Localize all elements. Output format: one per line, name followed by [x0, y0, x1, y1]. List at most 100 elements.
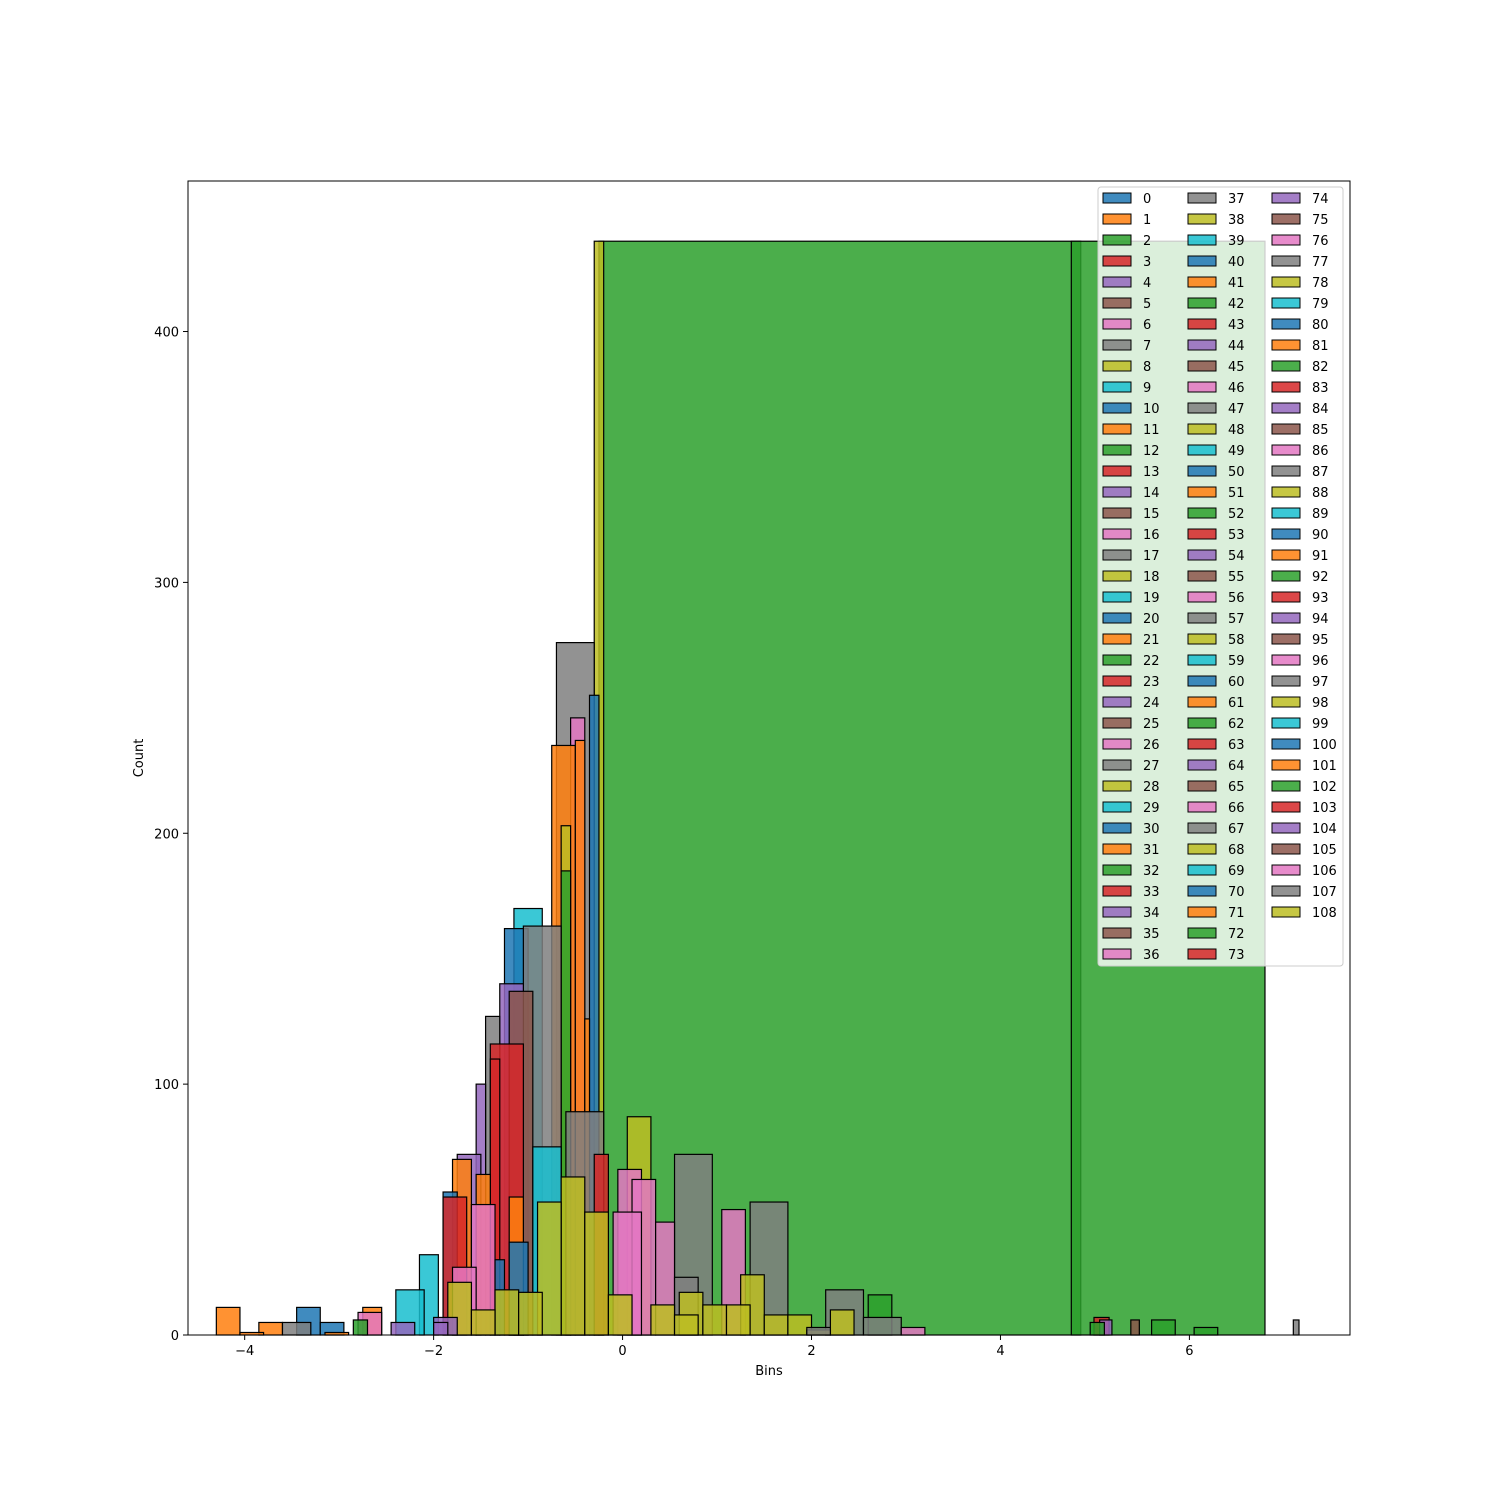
legend-swatch: [1187, 234, 1217, 246]
legend-swatch: [1187, 423, 1217, 435]
legend-entry-label: 94: [1312, 612, 1329, 627]
legend-swatch: [1187, 318, 1217, 330]
axes-frame: [187, 180, 1351, 1336]
legend-entry-label: 75: [1312, 213, 1329, 228]
legend-entry-label: 17: [1143, 549, 1160, 564]
legend-swatch: [1102, 759, 1132, 771]
legend-entry-label: 7: [1143, 339, 1151, 354]
legend-swatch: [1102, 318, 1132, 330]
legend-swatch: [1102, 885, 1132, 897]
legend-swatch: [1271, 465, 1301, 477]
legend-entry-label: 53: [1228, 528, 1245, 543]
legend-entry-label: 31: [1143, 843, 1160, 858]
legend-swatch: [1187, 885, 1217, 897]
legend-swatch: [1102, 906, 1132, 918]
legend-entry-label: 5: [1143, 297, 1151, 312]
legend-entry-label: 74: [1312, 192, 1329, 207]
legend-entry-label: 93: [1312, 591, 1329, 606]
histogram-bar-series-2: [1151, 1319, 1176, 1336]
legend-swatch: [1102, 192, 1132, 204]
x-tick-label: −4: [235, 1344, 254, 1359]
legend-swatch: [1102, 549, 1132, 561]
legend-entry-label: 48: [1228, 423, 1245, 438]
legend-entry-label: 63: [1228, 738, 1245, 753]
legend-entry-label: 69: [1228, 864, 1245, 879]
legend-entry-label: 55: [1228, 570, 1245, 585]
legend-swatch: [1271, 234, 1301, 246]
legend-entry-label: 64: [1228, 759, 1245, 774]
x-tick-label: 0: [618, 1344, 626, 1359]
legend-swatch: [1102, 381, 1132, 393]
legend-entry-label: 25: [1143, 717, 1160, 732]
histogram-bar-series-8: [518, 1291, 543, 1336]
legend-entry-label: 36: [1143, 948, 1160, 963]
legend-swatch: [1187, 927, 1217, 939]
legend-swatch: [1102, 444, 1132, 456]
legend-swatch: [1187, 444, 1217, 456]
legend-entry-label: 99: [1312, 717, 1329, 732]
legend-swatch: [1271, 507, 1301, 519]
x-tick-label: 2: [807, 1344, 815, 1359]
legend-entry-label: 57: [1228, 612, 1245, 627]
legend-entry-label: 47: [1228, 402, 1245, 417]
histogram-bar-series-8: [763, 1314, 789, 1336]
legend-swatch: [1187, 213, 1217, 225]
legend-swatch: [1187, 738, 1217, 750]
histogram-bar-series-8: [607, 1294, 633, 1336]
legend-entry-label: 19: [1143, 591, 1160, 606]
histogram-bar-series-8: [702, 1304, 728, 1336]
legend-swatch: [1187, 255, 1217, 267]
legend-entry-label: 26: [1143, 738, 1160, 753]
legend-swatch: [1187, 843, 1217, 855]
legend-entry-label: 62: [1228, 717, 1245, 732]
legend-swatch: [1102, 213, 1132, 225]
histogram-bar-series-7: [806, 1326, 832, 1336]
legend-swatch: [1271, 843, 1301, 855]
legend-entry-label: 95: [1312, 633, 1329, 648]
legend-entry-label: 28: [1143, 780, 1160, 795]
legend-entry-label: 8: [1143, 360, 1151, 375]
legend-entry-label: 9: [1143, 381, 1151, 396]
legend-entry-label: 24: [1143, 696, 1160, 711]
legend-swatch: [1271, 654, 1301, 666]
legend-entry-label: 35: [1143, 927, 1160, 942]
legend-swatch: [1187, 612, 1217, 624]
legend-entry-label: 38: [1228, 213, 1245, 228]
legend-swatch: [1102, 423, 1132, 435]
histogram-bar-series-8: [650, 1304, 676, 1336]
legend-swatch: [1271, 906, 1301, 918]
legend-entry-label: 42: [1228, 297, 1245, 312]
legend-swatch: [1102, 297, 1132, 309]
legend-entry-label: 56: [1228, 591, 1245, 606]
legend-entry-label: 46: [1228, 381, 1245, 396]
y-tick-label: 200: [154, 827, 179, 842]
legend-swatch: [1102, 465, 1132, 477]
legend-swatch: [1271, 255, 1301, 267]
legend-entry-label: 27: [1143, 759, 1160, 774]
legend-swatch: [1102, 234, 1132, 246]
legend-entry-label: 40: [1228, 255, 1245, 270]
legend-entry-label: 85: [1312, 423, 1329, 438]
legend-entry-label: 82: [1312, 360, 1329, 375]
legend-entry-label: 65: [1228, 780, 1245, 795]
bars-layer: [215, 240, 1300, 1336]
legend-entry-label: 92: [1312, 570, 1329, 585]
legend-swatch: [1271, 297, 1301, 309]
legend-swatch: [1187, 381, 1217, 393]
legend-swatch: [1102, 339, 1132, 351]
legend-box: [1097, 186, 1344, 967]
legend-entry-label: 18: [1143, 570, 1160, 585]
legend-swatch: [1271, 717, 1301, 729]
histogram-bar-series-7: [862, 1316, 902, 1336]
legend-entry-label: 68: [1228, 843, 1245, 858]
y-tick-label: 100: [154, 1078, 179, 1093]
legend-swatch: [1271, 486, 1301, 498]
histogram-bar-series-6: [900, 1326, 926, 1336]
legend-entry-label: 89: [1312, 507, 1329, 522]
legend-entry-label: 67: [1228, 822, 1245, 837]
legend-entry-label: 20: [1143, 612, 1160, 627]
legend-swatch: [1102, 486, 1132, 498]
legend-swatch: [1271, 549, 1301, 561]
legend-swatch: [1102, 402, 1132, 414]
legend-entry-label: 51: [1228, 486, 1245, 501]
